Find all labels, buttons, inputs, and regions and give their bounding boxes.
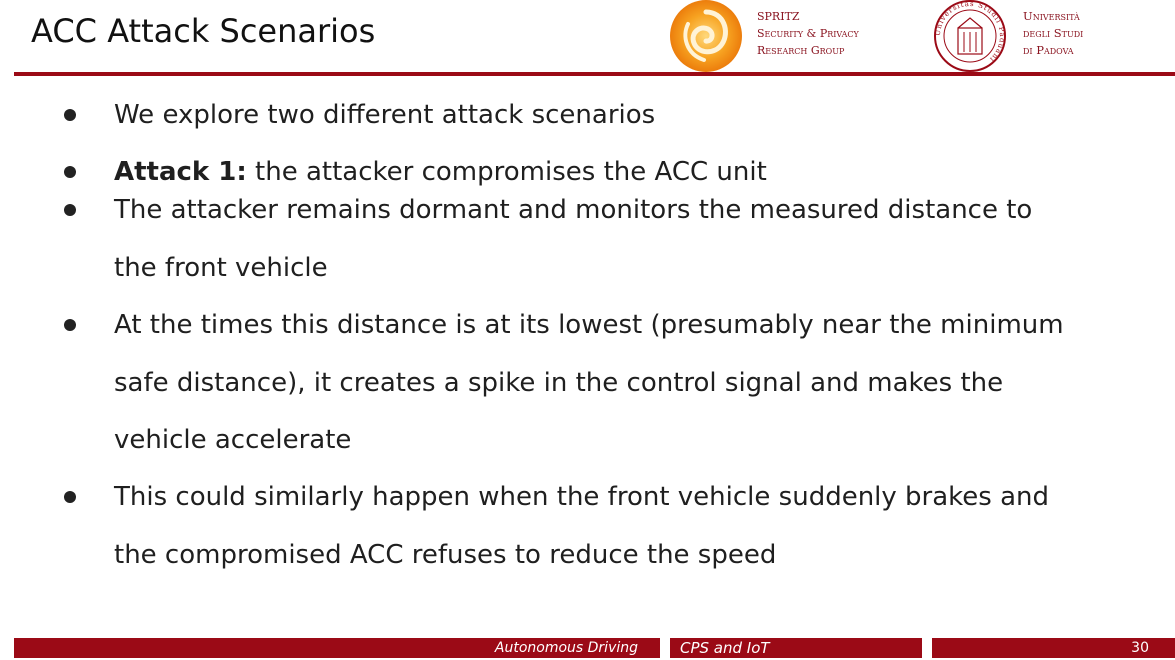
footer-course: CPS and IoT (670, 638, 922, 658)
bullet-dot-icon (64, 319, 76, 331)
bullet-dot-icon (64, 166, 76, 178)
university-wordmark: Università degli Studi di Padova (1023, 9, 1084, 57)
bullet-item: We explore two different attack scenario… (64, 87, 1064, 145)
spritz-wordmark: SPRITZ Security & Privacy Research Group (757, 10, 859, 57)
bullet-dot-icon (64, 491, 76, 503)
footer-section: Autonomous Driving (14, 638, 660, 658)
bullet-item: The attacker remains dormant and monitor… (64, 182, 1064, 297)
spritz-logo (670, 0, 742, 72)
footer-page-number: 30 (932, 638, 1175, 658)
bullet-item: This could similarly happen when the fro… (64, 469, 1064, 584)
bullet-dot-icon (64, 204, 76, 216)
bullet-dot-icon (64, 109, 76, 121)
bullet-item: Attack 1: the attacker compromises the A… (64, 144, 1064, 202)
university-seal: Universitas Studii Paduani (934, 0, 1006, 72)
header-divider (14, 72, 1175, 76)
slide-title: ACC Attack Scenarios (31, 12, 376, 50)
bullet-item: At the times this distance is at its low… (64, 297, 1064, 470)
